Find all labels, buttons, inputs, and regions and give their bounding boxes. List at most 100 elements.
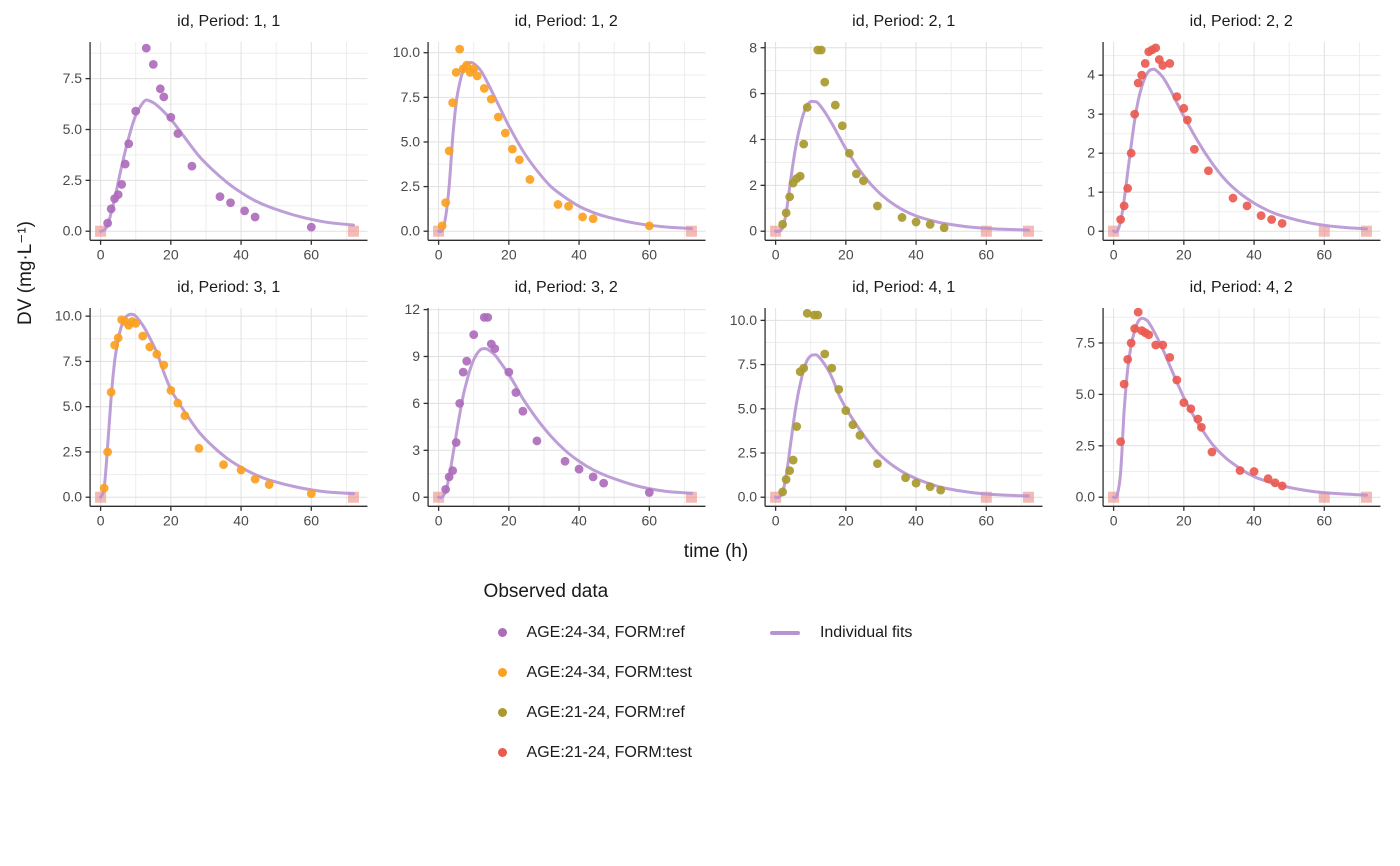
axes [764,308,1043,508]
svg-text:60: 60 [303,246,319,262]
svg-text:0: 0 [772,246,780,262]
gridlines-minor [765,42,1043,241]
svg-text:1: 1 [1087,184,1095,200]
svg-text:5.0: 5.0 [63,399,83,415]
svg-text:0.0: 0.0 [738,489,758,505]
svg-text:6: 6 [412,395,420,411]
svg-text:0: 0 [434,513,442,529]
individual-fit-line [99,313,355,500]
facet-grid: id, Period: 1, 1 0 20 40 60 0.0 2.5 5.0 7.5 id, P… [44,10,1388,537]
observed-points [778,45,949,233]
facet-panel-8: id, Period: 4, 2 0 20 40 60 0.0 2.5 5.0 7.5 [1057,276,1389,536]
svg-text:7.5: 7.5 [1075,335,1095,351]
svg-text:40: 40 [908,513,924,529]
svg-text:40: 40 [233,246,249,262]
svg-text:10.0: 10.0 [55,308,82,324]
svg-text:20: 20 [501,246,517,262]
plot-area: 0 20 40 60 0.0 2.5 5.0 7.5 10.0 [55,308,368,529]
x-axis-label: time (h) [683,540,749,562]
svg-text:40: 40 [1246,246,1262,262]
svg-text:0: 0 [434,246,442,262]
axis-ticks [423,309,650,512]
svg-text:4: 4 [1087,67,1095,83]
plot-area: 0 20 40 60 0.0 2.5 5.0 7.5 [1075,308,1380,529]
legend-item: AGE:21-24, FORM:ref [484,693,692,733]
axis-ticks [85,77,312,245]
individual-fit-line [99,98,355,233]
gridlines-minor [1102,42,1380,241]
svg-text:20: 20 [1176,246,1192,262]
facet-title: id, Period: 4, 1 [852,279,956,297]
legend-item-label: AGE:21-24, FORM:ref [526,703,685,721]
point-marker-icon [497,628,507,638]
legend-item-label: AGE:24-34, FORM:ref [526,623,685,641]
axis-tick-labels: 0 20 40 60 0 2 4 6 8 [749,39,994,262]
svg-text:5.0: 5.0 [738,401,758,417]
svg-text:0.0: 0.0 [63,489,83,505]
plot-area: 0 20 40 60 0.0 2.5 5.0 7.5 [63,42,368,262]
facet-title: id, Period: 1, 1 [177,13,281,30]
legend-item: AGE:24-34, FORM:test [484,653,692,693]
observed-points [440,313,654,498]
svg-text:2.5: 2.5 [738,445,758,461]
svg-text:5.0: 5.0 [63,121,83,137]
plot-area: 0 20 40 60 0 3 6 9 12 [404,301,705,529]
axes [89,308,368,508]
facet-panel-2: id, Period: 1, 2 0 20 40 60 0.0 2.5 5.0 7.5 10.0 [382,10,714,270]
svg-text:40: 40 [571,513,587,529]
facet-panel-5: id, Period: 3, 1 0 20 40 60 0.0 2.5 5.0 7.5 10.0 [44,276,376,536]
svg-text:0: 0 [1109,513,1117,529]
gridlines-major [765,42,1043,241]
svg-text:10.0: 10.0 [392,44,419,60]
legend-title: Observed data [483,580,609,602]
svg-text:2: 2 [1087,145,1095,161]
svg-text:5.0: 5.0 [400,133,420,149]
svg-text:8: 8 [749,39,757,55]
axes [1101,308,1380,508]
svg-text:0: 0 [412,489,420,505]
svg-text:2.5: 2.5 [63,172,83,188]
legend-item-label: AGE:24-34, FORM:test [526,663,692,681]
svg-text:2: 2 [749,177,757,193]
svg-text:6: 6 [749,85,757,101]
legend-item: AGE:24-34, FORM:ref [484,613,692,653]
svg-text:20: 20 [838,246,854,262]
svg-text:0: 0 [749,223,757,239]
facet-title: id, Period: 2, 1 [852,13,956,30]
svg-text:60: 60 [641,246,657,262]
svg-text:40: 40 [908,246,924,262]
svg-text:0.0: 0.0 [400,223,420,239]
axis-tick-labels: 0 20 40 60 0.0 2.5 5.0 7.5 10.0 [55,308,320,529]
observed-points [1115,43,1287,228]
svg-text:0: 0 [97,246,105,262]
legend-body: AGE:24-34, FORM:ref AGE:24-34, FORM:test… [484,613,913,773]
line-marker-icon [769,630,800,635]
gridlines-major [1102,42,1380,241]
svg-text:7.5: 7.5 [63,353,83,369]
svg-text:60: 60 [641,513,657,529]
svg-text:5.0: 5.0 [1075,386,1095,402]
axis-tick-labels: 0 20 40 60 0.0 2.5 5.0 7.5 [1075,335,1332,529]
axes [426,42,705,241]
point-marker-icon [497,668,507,678]
axes [1101,42,1380,241]
svg-text:60: 60 [303,513,319,529]
gridlines-major [90,308,368,507]
axis-ticks [760,47,987,245]
gridlines-major [90,42,368,241]
svg-text:20: 20 [838,513,854,529]
plot-area: 0 20 40 60 0 1 2 3 4 [1087,42,1380,263]
gridlines-major [427,42,705,241]
svg-text:7.5: 7.5 [738,356,758,372]
point-marker-icon [497,708,507,718]
svg-text:0: 0 [1109,246,1117,262]
individual-fit-line [436,60,693,234]
axis-ticks [760,320,987,512]
svg-text:7.5: 7.5 [400,89,420,105]
observed-points [1115,308,1287,491]
svg-text:12: 12 [404,301,420,317]
legend-item-label: Individual fits [819,623,913,641]
axis-tick-labels: 0 20 40 60 0.0 2.5 5.0 7.5 [63,70,320,262]
axis-tick-labels: 0 20 40 60 0 1 2 3 4 [1087,67,1332,263]
